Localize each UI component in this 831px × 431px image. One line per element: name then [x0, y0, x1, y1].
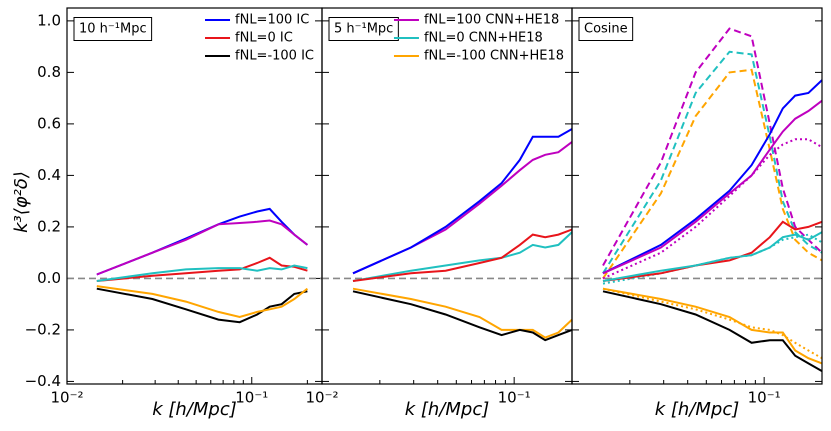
series-line [602, 79, 823, 275]
panel-label: 10 h⁻¹Mpc [79, 22, 147, 37]
series-line [96, 219, 309, 276]
x-tick-label: 10⁻¹ [748, 389, 781, 407]
x-axis-label: k [h/Mpc] [405, 399, 490, 420]
series-line [602, 287, 823, 365]
panel-label-box [73, 17, 153, 41]
y-tick-label: 1.0 [37, 11, 61, 29]
plot-frame [571, 7, 823, 385]
series-line [602, 231, 823, 282]
series-line [602, 27, 823, 266]
legend-label: fNL=100 IC [235, 13, 309, 28]
series-line [352, 141, 573, 275]
legend: fNL=100 IC fNL=0 IC fNL=-100 IC [205, 13, 314, 64]
y-tick-label: −0.2 [25, 320, 61, 338]
plot-frame [321, 7, 573, 385]
series-line [352, 128, 573, 275]
legend-label: fNL=100 CNN+HE18 [424, 13, 559, 28]
y-tick-label: 0.0 [37, 269, 61, 287]
y-tick-label: 0.4 [37, 166, 61, 184]
x-tick-label: 10⁻¹ [235, 389, 268, 407]
series-line [96, 256, 308, 282]
legend-label: fNL=0 CNN+HE18 [424, 31, 543, 46]
y-tick-label: 0.8 [37, 63, 61, 81]
legend-label: fNL=-100 CNN+HE18 [424, 49, 564, 64]
series-line [96, 285, 309, 319]
series-line [602, 138, 823, 280]
series-line [96, 207, 309, 276]
series-line [352, 287, 573, 339]
x-axis-label: k [h/Mpc] [655, 399, 740, 420]
series-line [96, 264, 308, 282]
series-line [352, 290, 573, 342]
x-axis-label: k [h/Mpc] [152, 399, 237, 420]
series-line [96, 287, 308, 324]
x-tick-label: 10⁻² [50, 389, 83, 407]
legend: fNL=100 CNN+HE18 fNL=0 CNN+HE18 fNL=-100 C… [393, 13, 564, 64]
panel-label: 5 h⁻¹Mpc [334, 22, 393, 37]
panel-label: Cosine [584, 22, 628, 37]
y-tick-label: 0.6 [37, 114, 61, 132]
series-line [602, 220, 823, 282]
panel-label-box [328, 17, 399, 41]
series-line [602, 68, 823, 279]
panel-label-box [578, 17, 634, 41]
y-tick-label: −0.4 [25, 372, 61, 390]
y-tick-label: 0.2 [37, 217, 61, 235]
series-line [602, 50, 823, 274]
legend-label: fNL=-100 IC [235, 49, 314, 64]
legend-label: fNL=0 IC [235, 31, 293, 46]
x-tick-label: 10⁻² [305, 389, 338, 407]
series-line [352, 231, 573, 282]
y-axis-label: k³⟨φ²δ⟩ [11, 171, 32, 233]
series-line [602, 290, 823, 372]
series-line [602, 99, 823, 275]
x-tick-label: 10⁻¹ [498, 389, 531, 407]
plot-frame [66, 7, 323, 385]
series-line [352, 228, 573, 282]
